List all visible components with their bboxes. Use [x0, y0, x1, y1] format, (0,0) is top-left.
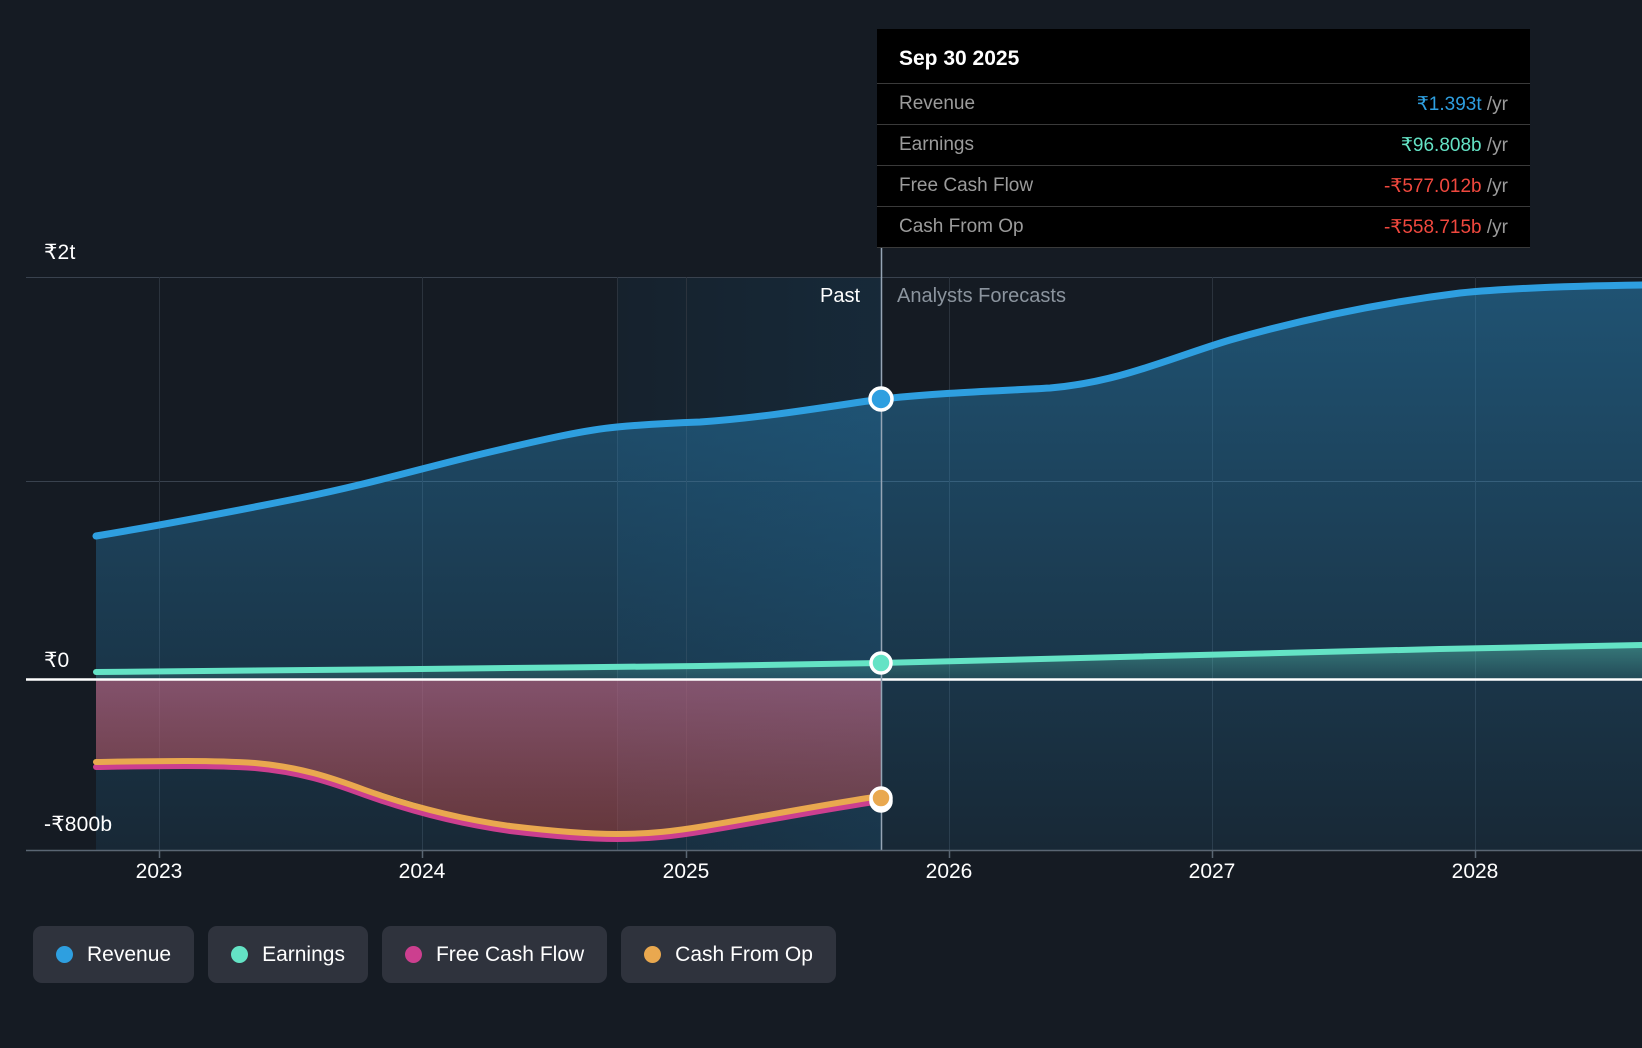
- hover-tooltip: Sep 30 2025 Revenue ₹1.393t /yr Earnings…: [877, 29, 1530, 248]
- x-axis-label-2024: 2024: [398, 860, 446, 883]
- hover-markers: [868, 386, 894, 813]
- legend-dot-earnings-icon: [231, 946, 249, 963]
- chart-plot-area[interactable]: ₹2t ₹0 -₹800b 2023 2024 2025 2026 2027 2…: [0, 0, 1642, 905]
- x-axis-ticks: [158, 850, 1477, 858]
- tooltip-amount-earnings: ₹96.808b: [1400, 134, 1482, 156]
- x-axis-label-2028: 2028: [1451, 860, 1499, 883]
- legend-dot-cash-from-op-icon: [644, 946, 662, 963]
- tooltip-amount-cash-from-op: -₹558.715b: [1383, 216, 1482, 238]
- legend-item-cash-from-op[interactable]: Cash From Op: [621, 926, 836, 983]
- tooltip-amount-free-cash-flow: -₹577.012b: [1383, 175, 1482, 197]
- tooltip-label-free-cash-flow: Free Cash Flow: [899, 175, 1034, 196]
- legend-item-revenue[interactable]: Revenue: [33, 926, 195, 983]
- x-axis-label-2026: 2026: [925, 860, 973, 883]
- chart-canvas: [26, 236, 1642, 858]
- tooltip-amount-revenue: ₹1.393t: [1416, 93, 1482, 115]
- tooltip-label-earnings: Earnings: [899, 134, 974, 155]
- tooltip-label-revenue: Revenue: [899, 93, 976, 114]
- tooltip-unit-free-cash-flow: /yr: [1486, 175, 1508, 197]
- legend-label-revenue: Revenue: [87, 942, 172, 966]
- tooltip-value-free-cash-flow: -₹577.012b /yr: [1384, 175, 1508, 198]
- x-axis-label-2023: 2023: [135, 860, 183, 883]
- legend-label-cash-from-op: Cash From Op: [675, 942, 813, 966]
- y-axis-label-top: ₹2t: [44, 241, 76, 264]
- tooltip-value-revenue: ₹1.393t /yr: [1417, 93, 1508, 116]
- revenue-line: [92, 281, 1642, 540]
- cash-from-op-line: [93, 758, 884, 838]
- legend-label-free-cash-flow: Free Cash Flow: [435, 942, 585, 966]
- chart-legend: Revenue Earnings Free Cash Flow Cash Fro…: [33, 926, 836, 983]
- tooltip-value-cash-from-op: -₹558.715b /yr: [1384, 216, 1508, 239]
- tooltip-row-revenue: Revenue ₹1.393t /yr: [877, 83, 1530, 124]
- tooltip-unit-cash-from-op: /yr: [1486, 216, 1508, 238]
- legend-dot-free-cash-flow-icon: [404, 946, 422, 963]
- x-axis-label-2027: 2027: [1188, 860, 1236, 883]
- legend-label-earnings: Earnings: [262, 942, 345, 966]
- earnings-marker: [869, 651, 893, 675]
- tooltip-unit-earnings: /yr: [1486, 134, 1508, 156]
- legend-item-free-cash-flow[interactable]: Free Cash Flow: [381, 926, 608, 983]
- revenue-area: [96, 285, 1642, 850]
- free-cash-flow-line: [93, 763, 884, 843]
- tooltip-row-earnings: Earnings ₹96.808b /yr: [877, 124, 1530, 165]
- past-region-label: Past: [820, 285, 861, 307]
- y-axis-label-bottom: -₹800b: [44, 813, 113, 836]
- legend-dot-revenue-icon: [56, 946, 73, 963]
- revenue-marker: [868, 386, 894, 412]
- analysts-forecasts-label: Analysts Forecasts: [897, 285, 1066, 307]
- tooltip-row-cash-from-op: Cash From Op -₹558.715b /yr: [877, 206, 1530, 248]
- tooltip-row-free-cash-flow: Free Cash Flow -₹577.012b /yr: [877, 165, 1530, 206]
- tooltip-value-earnings: ₹96.808b /yr: [1401, 134, 1508, 157]
- tooltip-unit-revenue: /yr: [1486, 93, 1508, 115]
- tooltip-date: Sep 30 2025: [899, 47, 1020, 70]
- y-axis-label-zero: ₹0: [44, 649, 70, 672]
- tooltip-label-cash-from-op: Cash From Op: [899, 216, 1024, 237]
- x-axis-label-2025: 2025: [662, 860, 710, 883]
- cash-from-op-marker: [869, 786, 893, 810]
- legend-item-earnings[interactable]: Earnings: [208, 926, 368, 983]
